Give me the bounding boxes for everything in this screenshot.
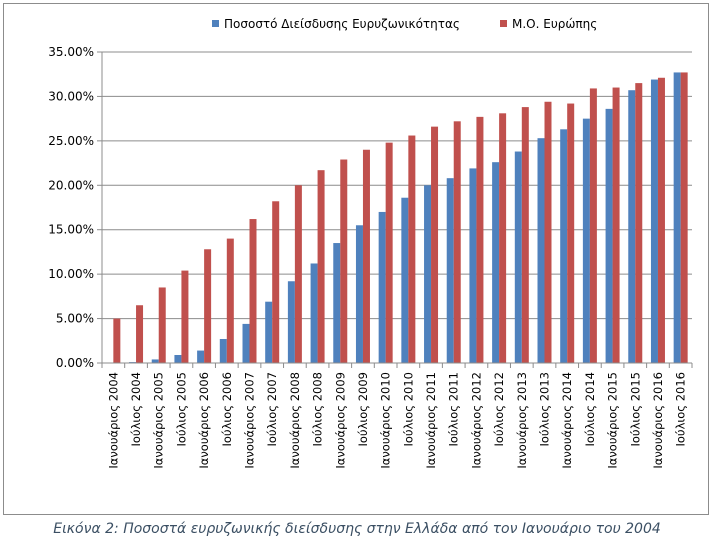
bar-europe-avg	[408, 135, 416, 363]
bar-europe-avg	[340, 159, 348, 363]
bar-broadband	[310, 263, 318, 363]
x-tick-label: Ιανουάριος 2009	[333, 372, 347, 469]
bar-europe-avg	[657, 77, 665, 364]
legend-label-europe-avg: Μ.Ο. Ευρώπης	[512, 17, 597, 31]
bar-europe-avg	[113, 318, 121, 363]
bar-europe-avg	[362, 149, 370, 363]
bar-europe-avg	[317, 170, 325, 363]
x-tick-label: Ιανουάριος 2016	[651, 372, 665, 469]
bar-europe-avg	[136, 305, 144, 363]
x-tick-label: Ιούλιος 2005	[174, 372, 188, 447]
x-tick-label: Ιούλιος 2009	[356, 372, 370, 447]
bar-europe-avg	[181, 270, 189, 363]
bar-europe-avg	[385, 142, 393, 363]
bar-broadband	[219, 339, 227, 363]
x-tick-label: Ιανουάριος 2010	[379, 372, 393, 469]
y-tick-label: 30.00%	[48, 89, 94, 103]
bar-broadband	[492, 162, 500, 363]
bar-europe-avg	[294, 185, 302, 363]
bar-broadband	[650, 79, 658, 363]
bar-broadband	[151, 359, 159, 363]
x-tick-label: Ιούλιος 2004	[129, 372, 143, 447]
bar-europe-avg	[499, 113, 507, 363]
axes	[101, 52, 693, 368]
bar-europe-avg	[476, 116, 484, 363]
bar-broadband	[628, 90, 636, 364]
bar-europe-avg	[226, 238, 234, 363]
bar-broadband	[605, 108, 613, 364]
bar-europe-avg	[249, 219, 257, 363]
x-tick-label: Ιούλιος 2011	[447, 372, 461, 447]
bar-broadband	[333, 243, 341, 363]
bar-broadband	[287, 281, 295, 363]
bar-chart: Ποσοστό Διείσδυσης Ευρυζωνικότητας Μ.Ο. …	[48, 17, 693, 469]
x-tick-label: Ιούλιος 2007	[265, 372, 279, 447]
y-tick-label: 35.00%	[48, 45, 94, 59]
bar-broadband	[401, 197, 409, 363]
bar-europe-avg	[589, 88, 597, 363]
bar-broadband	[242, 323, 250, 363]
x-tick-label: Ιανουάριος 2005	[152, 372, 166, 469]
bar-europe-avg	[158, 287, 166, 363]
bar-europe-avg	[635, 83, 643, 363]
bar-europe-avg	[431, 126, 439, 363]
y-tick-label: 25.00%	[48, 134, 94, 148]
x-tick-label: Ιανουάριος 2015	[606, 372, 620, 469]
bar-broadband	[197, 350, 205, 363]
x-tick-label: Ιανουάριος 2013	[515, 372, 529, 469]
x-tick-label: Ιούλιος 2014	[583, 372, 597, 447]
bar-broadband	[378, 211, 386, 363]
bar-europe-avg	[612, 87, 620, 364]
bar-europe-avg	[453, 121, 461, 364]
bar-broadband	[537, 138, 545, 363]
x-tick-label: Ιανουάριος 2012	[469, 372, 483, 469]
bar-broadband	[582, 118, 590, 364]
bar-broadband	[514, 151, 522, 363]
y-tick-label: 0.00%	[56, 356, 94, 370]
bar-europe-avg	[272, 201, 280, 363]
x-tick-label: Ιανουάριος 2007	[243, 372, 257, 469]
bar-europe-avg	[680, 72, 688, 364]
x-tick-label: Ιούλιος 2015	[628, 372, 642, 447]
x-tick-label: Ιούλιος 2010	[401, 372, 415, 447]
bar-europe-avg	[521, 107, 529, 363]
x-tick-label: Ιανουάριος 2014	[560, 372, 574, 469]
y-tick-label: 5.00%	[56, 312, 94, 326]
x-tick-label: Ιούλιος 2012	[492, 372, 506, 447]
bars	[113, 72, 688, 364]
x-tick-label: Ιούλιος 2006	[220, 372, 234, 447]
legend-label-broadband: Ποσοστό Διείσδυσης Ευρυζωνικότητας	[224, 17, 460, 31]
legend: Ποσοστό Διείσδυσης Ευρυζωνικότητας Μ.Ο. …	[212, 17, 597, 31]
x-tick-label: Ιούλιος 2013	[538, 372, 552, 447]
x-tick-label: Ιανουάριος 2008	[288, 372, 302, 469]
y-tick-label: 20.00%	[48, 178, 94, 192]
x-tick-label: Ιούλιος 2008	[311, 372, 325, 447]
bar-europe-avg	[544, 101, 552, 363]
bar-broadband	[560, 129, 568, 363]
x-tick-label: Ιανουάριος 2006	[197, 372, 211, 469]
bar-broadband	[673, 72, 681, 364]
bar-europe-avg	[204, 249, 212, 363]
bar-broadband	[469, 168, 477, 363]
y-axis-tick-labels: 0.00% 5.00% 10.00% 15.00% 20.00% 25.00% 30.00%…	[48, 45, 94, 370]
legend-swatch-europe-avg	[500, 20, 507, 27]
bar-broadband	[446, 178, 454, 363]
bar-europe-avg	[567, 103, 575, 363]
x-tick-label: Ιανουάριος 2004	[106, 372, 120, 469]
figure-caption: Εικόνα 2: Ποσοστά ευρυζωνικής διείσδυσης…	[53, 521, 661, 537]
y-tick-label: 15.00%	[48, 223, 94, 237]
bar-broadband	[424, 185, 432, 363]
bar-broadband	[355, 225, 363, 363]
x-axis-tick-labels: Ιανουάριος 2004 Ιούλιος 2004 Ιανουάριος 20…	[106, 372, 687, 469]
x-tick-label: Ιούλιος 2016	[674, 372, 688, 447]
bar-broadband	[265, 301, 273, 363]
x-tick-label: Ιανουάριος 2011	[424, 372, 438, 469]
bar-broadband	[174, 355, 182, 363]
y-tick-label: 10.00%	[48, 267, 94, 281]
legend-swatch-broadband	[212, 20, 219, 27]
